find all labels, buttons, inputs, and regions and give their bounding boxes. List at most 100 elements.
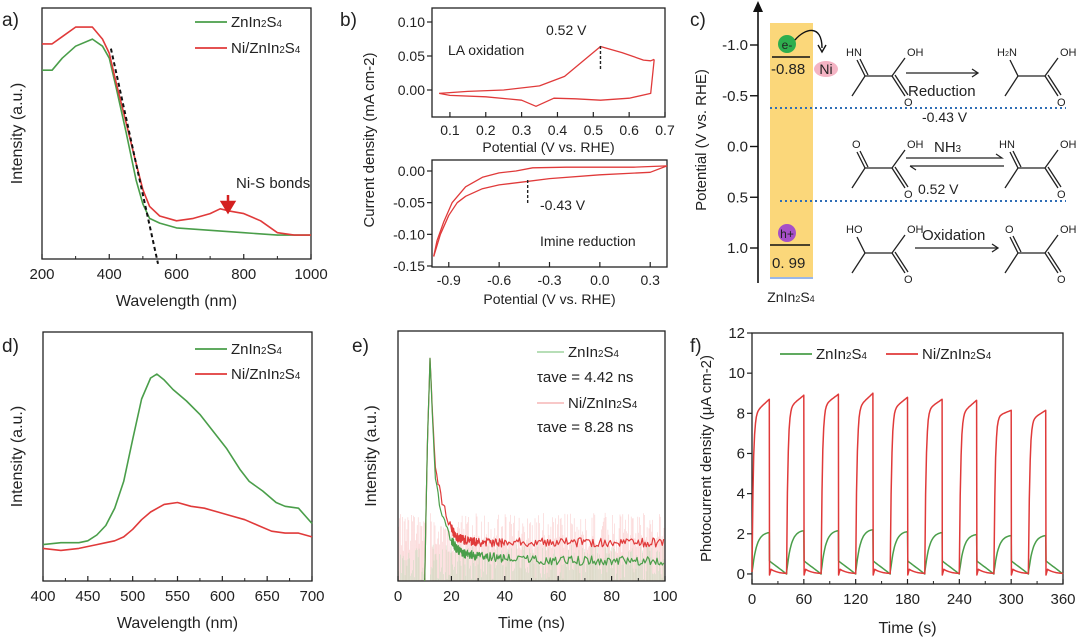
o-label: O bbox=[904, 274, 913, 286]
panel-label: d) bbox=[2, 336, 19, 357]
vb-value-label: 0. 99 bbox=[772, 255, 805, 272]
o-label: O bbox=[1005, 224, 1014, 236]
panel-b-bottom-y-tick-label: -0.10 bbox=[393, 226, 425, 242]
panel-c-tick-label: 0.5 bbox=[727, 189, 748, 206]
panel-f-y-tick-label: 6 bbox=[737, 445, 745, 462]
o-label: O bbox=[852, 139, 861, 151]
panel-f-legend-ni-zis-label: Ni/ZnIn2S4 bbox=[922, 346, 992, 363]
panel-e-x-tick-label: 0 bbox=[394, 588, 402, 605]
ni-label: Ni bbox=[819, 61, 832, 77]
nh3-label: NH3 bbox=[934, 139, 961, 156]
panel-f-y-tick-label: 4 bbox=[737, 486, 745, 503]
oh-label: OH bbox=[907, 139, 924, 151]
ni-zis-photocurrent-line bbox=[752, 393, 1063, 575]
iminopyruvic-acid-molecule-2: OHOHN bbox=[999, 139, 1077, 201]
ni-s-bonds-annotation: Ni-S bonds bbox=[236, 175, 310, 192]
panel-d-legend-ni-zis-label: Ni/ZnIn2S4 bbox=[231, 366, 301, 383]
oxidation-label: Oxidation bbox=[922, 227, 985, 244]
panel-label: a) bbox=[2, 10, 19, 31]
panel-e-ylabel: Intensity (a.u.) bbox=[363, 405, 380, 506]
ketone-double-bond bbox=[1010, 236, 1021, 253]
material-label: ZnIn2S4 bbox=[767, 289, 814, 305]
panel-a-x-tick-label: 600 bbox=[164, 266, 189, 283]
panel-d-x-tick-label: 450 bbox=[75, 588, 100, 605]
o-label: O bbox=[1057, 189, 1066, 201]
panel-b-bottom-x-tick-label: -0.9 bbox=[437, 272, 461, 288]
panel-b-bottom-frame bbox=[432, 160, 667, 267]
panel-b-top-x-tick-label: 0.2 bbox=[476, 122, 496, 138]
carbonyl-double-bond bbox=[1045, 252, 1061, 273]
imine-double-bond bbox=[1010, 151, 1021, 168]
axis-arrow-icon bbox=[753, 1, 763, 12]
ho-label: HO bbox=[846, 224, 863, 236]
lactic-acid-molecule: OH O HO bbox=[846, 224, 924, 286]
panel-b-bottom-x-tick-label: -0.3 bbox=[537, 272, 561, 288]
imine-reduction-label: Imine reduction bbox=[540, 233, 636, 249]
panel-f-y-tick-label: 8 bbox=[737, 405, 745, 422]
panel-c-tick-label: -0.5 bbox=[722, 88, 748, 105]
panel-e-legend-zis-label: ZnIn2S4 bbox=[568, 344, 619, 361]
ni-zis-absorption-line bbox=[42, 27, 311, 235]
zis-absorption-line bbox=[42, 39, 311, 235]
figure-canvas: a)200 400 600 800 1000Wavelength (nm)Intensi… bbox=[0, 0, 1080, 643]
imine-double-bond bbox=[857, 59, 868, 76]
level-043-label: -0.43 V bbox=[922, 109, 968, 125]
panel-b-bottom-x-tick-label: -0.6 bbox=[487, 272, 511, 288]
oh-label: OH bbox=[1060, 224, 1077, 236]
panel-c-ylabel: Potential (V vs. RHE) bbox=[693, 69, 710, 211]
reduction-arrow bbox=[906, 69, 978, 77]
hn-label: HN bbox=[846, 47, 862, 59]
panel-f-y-tick-label: 0 bbox=[737, 566, 745, 583]
hn-label: HN bbox=[999, 139, 1015, 151]
panel-d-ylabel: Intensity (a.u.) bbox=[9, 406, 26, 507]
panel-f-x-tick-label: 300 bbox=[999, 591, 1024, 608]
marker-043-label: -0.43 V bbox=[540, 197, 586, 213]
equilibrium-arrow bbox=[906, 154, 1004, 170]
la-oxidation-label: LA oxidation bbox=[448, 42, 524, 58]
panel-d-xlabel: Wavelength (nm) bbox=[117, 615, 238, 632]
tau-ave-ni-zis-label: τave = 8.28 ns bbox=[537, 419, 633, 436]
carbonyl-double-bond bbox=[1045, 167, 1061, 188]
panel-b-bottom-x-tick-label: 0.3 bbox=[640, 272, 660, 288]
panel-b-top-x-tick-label: 0.7 bbox=[655, 122, 675, 138]
oxidation-arrow bbox=[915, 244, 998, 252]
panel-f-x-tick-label: 360 bbox=[1050, 591, 1075, 608]
panel-label: e) bbox=[352, 336, 369, 357]
alanine-molecule: OH O H2N bbox=[997, 47, 1077, 109]
o-label: O bbox=[904, 189, 913, 201]
panel-b-ylabel: Current density (mA cm-2) bbox=[361, 52, 378, 227]
ni-zis-trpl-noise bbox=[399, 513, 665, 581]
panel-d-x-tick-label: 550 bbox=[165, 588, 190, 605]
panel-b-bottom-y-tick-label: -0.15 bbox=[393, 258, 425, 274]
carbonyl-double-bond bbox=[1045, 75, 1061, 96]
amine-bond bbox=[1010, 60, 1018, 76]
panel-a-xlabel: Wavelength (nm) bbox=[116, 293, 237, 310]
carbonyl-double-bond bbox=[892, 75, 908, 96]
panel-b-top-y-tick-label: 0.05 bbox=[398, 48, 425, 64]
panel-f-xlabel: Time (s) bbox=[878, 620, 936, 637]
panel-label: f) bbox=[690, 336, 702, 357]
panel-b-top-x-tick-label: 0.1 bbox=[440, 122, 460, 138]
panel-d-legend-zis-label: ZnIn2S4 bbox=[231, 341, 282, 358]
panel-a-legend-ni-zis-label: Ni/ZnIn2S4 bbox=[231, 40, 301, 57]
panel-e-legend-ni-zis-label: Ni/ZnIn2S4 bbox=[568, 395, 638, 412]
ni-zis-pl-line bbox=[43, 503, 312, 551]
panel-a-legend-zis-label: ZnIn2S4 bbox=[231, 14, 282, 31]
panel-f-y-tick-label: 12 bbox=[728, 325, 745, 342]
panel-c-tick-label: -1.0 bbox=[722, 37, 748, 54]
panel-b-bottom-x-tick-label: 0.0 bbox=[590, 272, 610, 288]
panel-b-bottom-xlabel: Potential (V vs. RHE) bbox=[483, 291, 615, 307]
electron-label: e- bbox=[782, 38, 793, 52]
panel-d-x-tick-label: 400 bbox=[30, 588, 55, 605]
panel-f-x-tick-label: 180 bbox=[895, 591, 920, 608]
panel-a-ylabel: Intensity (a.u.) bbox=[9, 83, 26, 184]
panel-b-bottom-y-tick-label: -0.05 bbox=[393, 195, 425, 211]
carbonyl-double-bond bbox=[892, 167, 908, 188]
hole-label: h+ bbox=[780, 227, 794, 241]
panel-a-x-tick-label: 200 bbox=[29, 266, 54, 283]
panel-e-x-tick-label: 100 bbox=[652, 588, 677, 605]
panel-d-x-tick-label: 700 bbox=[299, 588, 324, 605]
panel-b-top-x-tick-label: 0.3 bbox=[512, 122, 532, 138]
panel-b-bottom-y-tick-label: 0.00 bbox=[398, 163, 425, 179]
oh-label: OH bbox=[907, 47, 924, 59]
